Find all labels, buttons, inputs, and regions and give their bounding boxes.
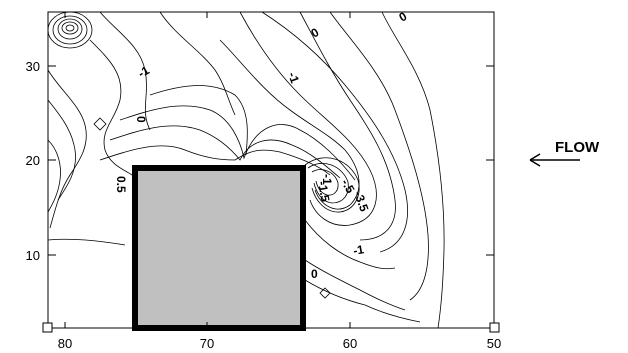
- contour-line: [304, 279, 421, 323]
- contour-line: [99, 145, 331, 176]
- flow-arrow-head-icon: [529, 153, 541, 167]
- contour-line: [307, 163, 349, 204]
- corner-marker: [42, 322, 53, 333]
- contour-diamond: [319, 287, 331, 299]
- contour-label: 0: [397, 9, 410, 25]
- contour-peak-ring-3: [57, 18, 83, 40]
- y-tick-label: 20: [26, 153, 40, 168]
- contour-label: 0: [309, 25, 322, 41]
- contour-line: [219, 39, 360, 210]
- contour-peak-ring-4: [61, 21, 79, 35]
- flow-label: FLOW: [555, 139, 600, 156]
- contour-line: [47, 139, 61, 213]
- contour-line: [329, 11, 429, 301]
- y-tick-label: 10: [26, 248, 40, 263]
- contour-line: [89, 39, 133, 176]
- contour-line: [381, 11, 445, 329]
- contour-label: 0: [311, 267, 318, 281]
- contour-lines: [47, 11, 445, 329]
- corner-marker: [489, 322, 500, 333]
- contour-line: [304, 157, 360, 213]
- contour-diamond: [93, 117, 107, 131]
- contour-peak-ring-2: [52, 15, 88, 45]
- contour-line: [47, 238, 126, 246]
- contour-peak-ring-1: [47, 11, 93, 49]
- contour-label: 0: [134, 116, 148, 123]
- y-axis: [48, 65, 494, 256]
- x-tick-label: 80: [58, 336, 72, 351]
- x-axis: [64, 12, 351, 328]
- x-tick-label: 50: [487, 336, 501, 351]
- obstacle-block: [132, 165, 306, 331]
- contour-label: -1: [352, 242, 365, 258]
- contour-label: -3.5: [351, 189, 371, 214]
- contour-line: [47, 99, 76, 201]
- contour-label: -1.5: [315, 180, 332, 203]
- contour-line: [299, 11, 396, 241]
- contour-label: -.5: [338, 177, 357, 196]
- contour-line: [149, 85, 248, 156]
- contour-label: -1: [136, 63, 153, 81]
- x-tick-label: 70: [200, 336, 214, 351]
- contour-line: [311, 169, 339, 196]
- contour-line: [109, 125, 341, 179]
- y-tick-label: 30: [26, 59, 40, 74]
- contour-line: [304, 259, 406, 311]
- contour-label: -1: [285, 70, 302, 85]
- contour-line: [304, 219, 396, 270]
- contour-peak-ring-5: [65, 24, 75, 32]
- contour-label: -1: [320, 174, 334, 185]
- contour-line: [47, 69, 87, 229]
- contour-line: [119, 105, 356, 181]
- contour-line: [261, 11, 408, 253]
- x-tick-label: 60: [343, 336, 357, 351]
- contour-line: [239, 11, 377, 226]
- contour-line: [159, 11, 236, 116]
- plot-frame: [47, 11, 495, 329]
- contour-label: 0.5: [114, 176, 128, 193]
- contour-line: [99, 11, 151, 131]
